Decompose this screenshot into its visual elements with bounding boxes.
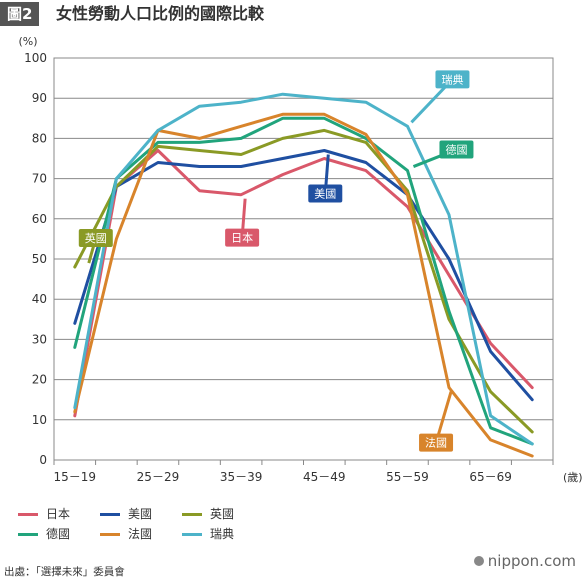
x-axis-unit: (歲) (563, 470, 583, 484)
axes: 0 10 20 30 40 50 60 70 80 90 100 (%) 15－19 25－29 35－39… (18, 35, 582, 484)
line-chart: 0 10 20 30 40 50 60 70 80 90 100 (%) 15－19 25－29 35－39… (18, 35, 582, 484)
callout-text: 瑞典 (441, 72, 463, 86)
series-line-日本 (73, 149, 534, 418)
legend-swatch (18, 512, 38, 516)
y-tick-label: 100 (24, 51, 47, 65)
source-note: 出處：「選擇未來」委員會 (4, 566, 125, 578)
legend-swatch (100, 512, 120, 516)
figure-header: 圖2 女性勞動人口比例的國際比較 (0, 0, 584, 28)
y-tick-label: 60 (32, 212, 47, 226)
y-tick-label: 0 (39, 453, 47, 467)
series-line-瑞典 (73, 92, 534, 446)
legend-label: 美國 (128, 507, 153, 521)
figure-number: 圖2 (0, 2, 40, 26)
x-tick-label: 45－49 (303, 470, 346, 484)
callout-text: 法國 (425, 436, 447, 450)
legend-swatch (182, 512, 202, 516)
callout-text: 日本 (231, 231, 253, 245)
y-tick-label: 90 (32, 91, 47, 105)
legend-item: 英國 (182, 506, 234, 522)
legend-item: 德國 (18, 526, 70, 542)
y-tick-label: 80 (32, 131, 47, 145)
legend-swatch (18, 532, 38, 536)
callout-text: 英國 (85, 231, 107, 245)
callout-英國: 英國 (78, 229, 113, 264)
callout-box (435, 70, 470, 89)
series-line-美國 (73, 149, 534, 402)
callout-box (439, 140, 474, 159)
callout-box (78, 229, 113, 248)
callout-text: 美國 (314, 187, 336, 200)
x-tick-label: 65－69 (469, 470, 512, 484)
x-tick-label: 55－59 (386, 470, 429, 484)
legend-swatch (182, 532, 202, 536)
callout-法國: 法國 (419, 391, 454, 452)
y-tick-label: 20 (32, 373, 47, 387)
callout-德國: 德國 (412, 140, 474, 168)
y-axis-unit: (%) (18, 35, 37, 48)
callout-box (308, 184, 343, 203)
callout-日本: 日本 (225, 198, 260, 247)
figure-title: 女性勞動人口比例的國際比較 (56, 4, 265, 23)
legend-item: 瑞典 (182, 526, 234, 542)
series-lines (73, 92, 534, 458)
legend-label: 法國 (128, 527, 153, 541)
legend-item: 日本 (18, 506, 70, 522)
x-tick-label: 35－39 (220, 470, 263, 484)
callout-瑞典: 瑞典 (410, 70, 470, 124)
y-tick-label: 10 (32, 413, 47, 427)
callout-box (225, 228, 260, 247)
legend-swatch (100, 532, 120, 536)
legend-item: 法國 (100, 526, 152, 542)
legend: 日本 美國 英國德國 法國 瑞典 (18, 506, 318, 546)
brand-name: nippon.com (487, 552, 576, 570)
x-tick-label: 25－29 (137, 470, 180, 484)
y-tick-label: 70 (32, 172, 47, 186)
y-tick-label: 40 (32, 292, 47, 306)
brand-dot-icon (473, 556, 484, 566)
legend-label: 英國 (210, 507, 235, 521)
x-tick-label: 15－19 (54, 470, 97, 484)
callout-美國: 美國 (308, 154, 343, 203)
callout-text: 德國 (445, 143, 467, 157)
legend-label: 日本 (46, 507, 71, 521)
y-tick-label: 30 (32, 332, 47, 346)
legend-label: 德國 (46, 527, 71, 541)
y-tick-label: 50 (32, 252, 47, 266)
callout-box (419, 433, 454, 452)
legend-item: 美國 (100, 506, 152, 522)
series-line-法國 (73, 112, 534, 458)
brand-logo: nippon.com (473, 552, 576, 570)
legend-label: 瑞典 (210, 527, 235, 541)
grid (54, 97, 553, 421)
